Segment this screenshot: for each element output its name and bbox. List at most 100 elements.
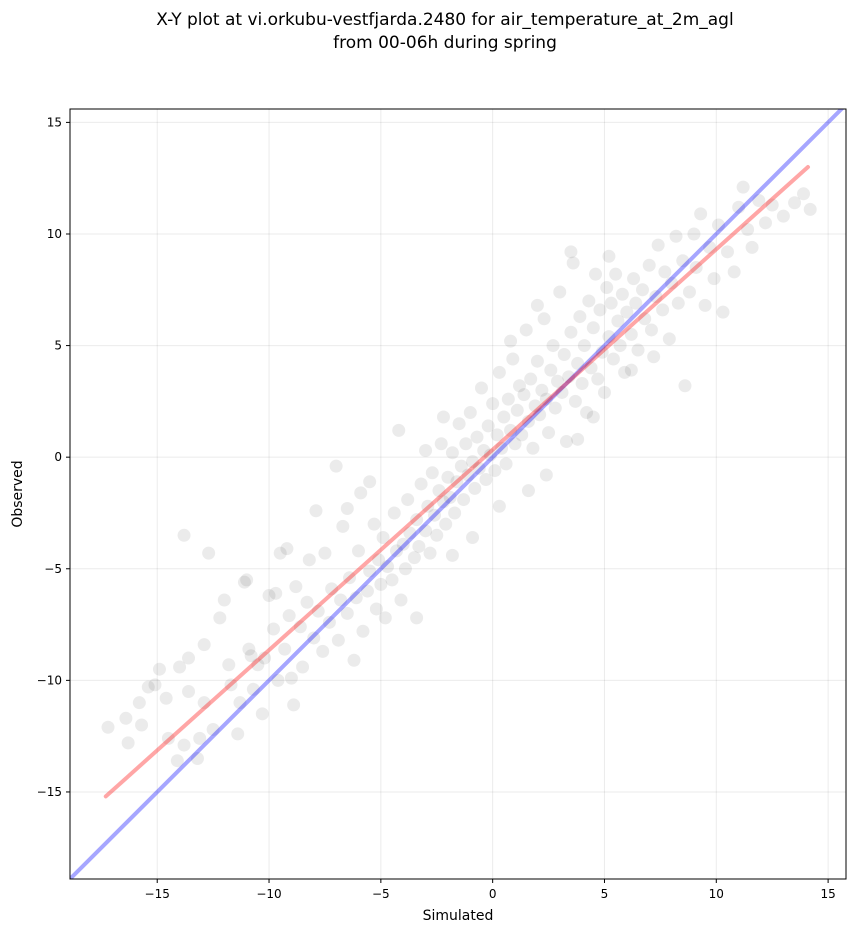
data-point (434, 437, 448, 451)
data-point (419, 443, 433, 457)
data-point (419, 524, 433, 538)
data-point (231, 727, 245, 741)
data-point (712, 218, 726, 232)
data-point (776, 209, 790, 223)
data-point (412, 539, 426, 553)
data-point (591, 372, 605, 386)
data-point (374, 577, 388, 591)
data-point (606, 352, 620, 366)
data-point (318, 546, 332, 560)
data-point (463, 406, 477, 420)
data-point (629, 296, 643, 310)
data-point (555, 385, 569, 399)
data-point (562, 370, 576, 384)
data-point (571, 356, 585, 370)
data-point (246, 682, 260, 696)
data-point (479, 472, 493, 486)
data-point (410, 513, 424, 527)
data-point (121, 736, 135, 750)
grid (70, 109, 846, 879)
data-point (752, 194, 766, 208)
data-point (421, 499, 435, 513)
data-point (736, 180, 750, 194)
data-point (240, 573, 254, 587)
data-point (707, 272, 721, 286)
regression-line (103, 165, 810, 799)
data-point (423, 546, 437, 560)
data-point (656, 303, 670, 317)
data-point (376, 531, 390, 545)
data-point (512, 379, 526, 393)
data-point (329, 459, 343, 473)
data-point (517, 388, 531, 402)
data-point (273, 546, 287, 560)
data-point (392, 423, 406, 437)
data-point (678, 379, 692, 393)
data-point (182, 685, 196, 699)
data-point (378, 611, 392, 625)
data-point (644, 323, 658, 337)
data-point (595, 345, 609, 359)
data-point (497, 410, 511, 424)
data-point (600, 281, 614, 295)
identity-line (70, 109, 845, 879)
x-axis-label: Simulated (423, 908, 494, 924)
data-point (428, 508, 442, 522)
data-point (575, 377, 589, 391)
data-point (403, 526, 417, 540)
data-point (222, 658, 236, 672)
data-point (501, 392, 515, 406)
data-point (495, 441, 509, 455)
y-tick-label: −10 (37, 673, 62, 687)
data-point (635, 283, 649, 297)
x-tick-label: 5 (601, 887, 609, 901)
data-point (539, 468, 553, 482)
data-point (343, 571, 357, 585)
data-point (474, 381, 488, 395)
data-point (271, 673, 285, 687)
data-point (488, 464, 502, 478)
data-point (803, 202, 817, 216)
data-point (445, 548, 459, 562)
y-tick-label: 15 (47, 115, 62, 129)
data-point (296, 660, 310, 674)
data-point (284, 671, 298, 685)
data-point (528, 399, 542, 413)
data-point (336, 519, 350, 533)
data-point (466, 531, 480, 545)
data-point (213, 611, 227, 625)
data-point (152, 662, 166, 676)
data-point (741, 223, 755, 237)
data-point (492, 365, 506, 379)
data-point (224, 678, 238, 692)
data-point (671, 296, 685, 310)
data-point (217, 593, 231, 607)
data-point (197, 696, 211, 710)
data-point (316, 644, 330, 658)
data-point (662, 332, 676, 346)
data-point (584, 361, 598, 375)
data-point (202, 546, 216, 560)
data-point (658, 265, 672, 279)
x-axis-ticks: −15 −10 −5 0 5 10 15 (145, 879, 836, 901)
data-point (720, 245, 734, 259)
data-point (615, 287, 629, 301)
data-point (624, 327, 638, 341)
data-point (311, 604, 325, 618)
data-point (477, 443, 491, 457)
data-point (407, 551, 421, 565)
y-tick-label: −15 (37, 785, 62, 799)
data-point (347, 653, 361, 667)
data-point (492, 499, 506, 513)
data-point (351, 544, 365, 558)
data-point (439, 517, 453, 531)
data-point (530, 298, 544, 312)
x-tick-label: −5 (372, 887, 390, 901)
data-point (539, 392, 553, 406)
data-point (269, 586, 283, 600)
data-point (287, 698, 301, 712)
data-point (647, 350, 661, 364)
data-point (506, 352, 520, 366)
data-point (354, 486, 368, 500)
data-point (340, 606, 354, 620)
